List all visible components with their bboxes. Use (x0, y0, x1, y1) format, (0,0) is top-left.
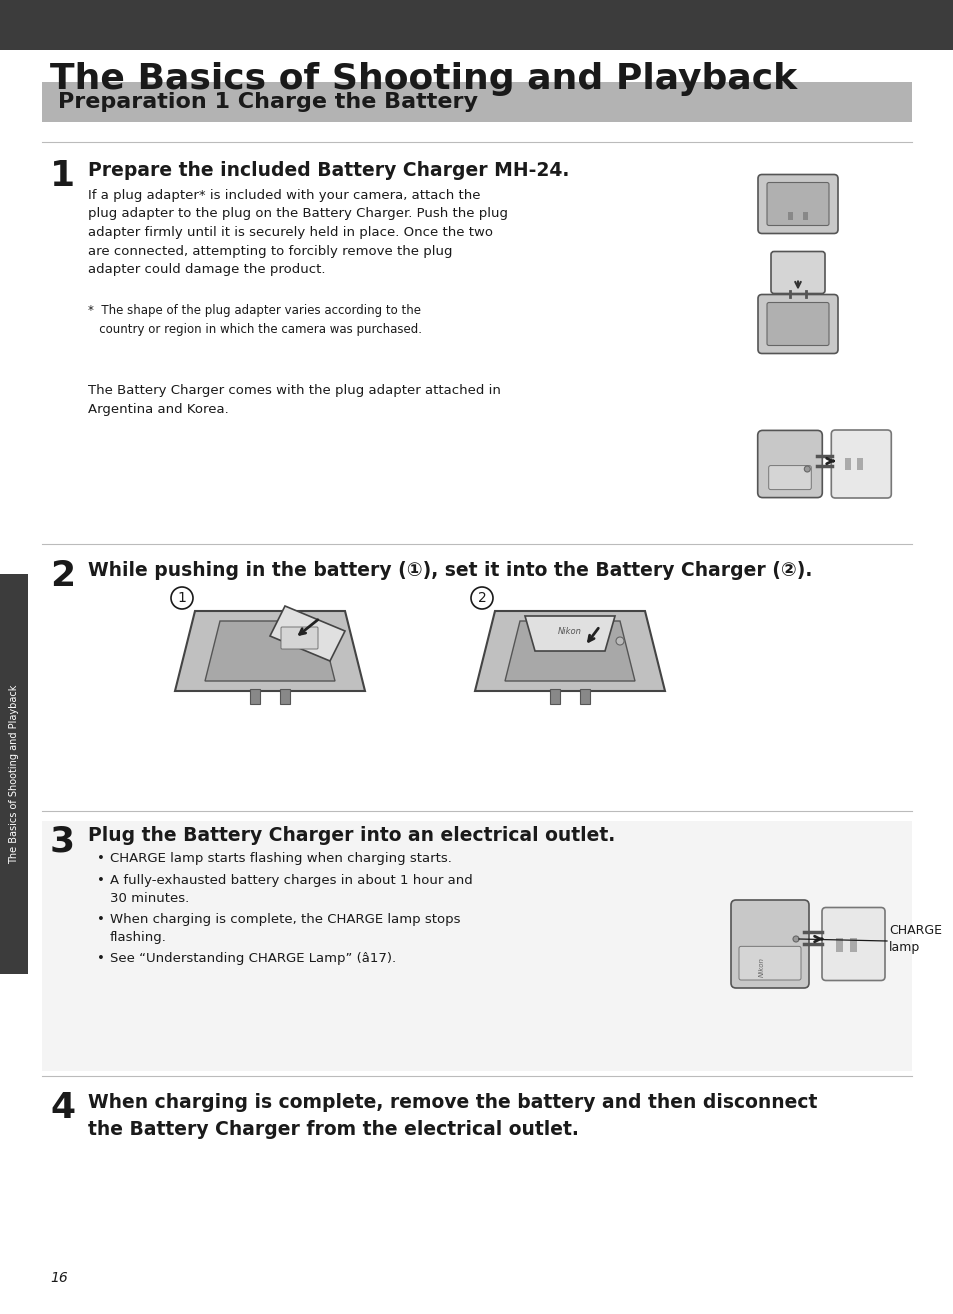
FancyBboxPatch shape (758, 175, 837, 234)
Polygon shape (270, 606, 345, 661)
Text: CHARGE lamp starts flashing when charging starts.: CHARGE lamp starts flashing when chargin… (110, 851, 452, 865)
Polygon shape (174, 611, 365, 691)
Text: •: • (97, 953, 105, 964)
FancyBboxPatch shape (766, 183, 828, 226)
Bar (802, 212, 807, 219)
Bar (844, 459, 850, 470)
FancyBboxPatch shape (770, 251, 824, 293)
Text: Nikon: Nikon (759, 957, 764, 978)
Text: If a plug adapter* is included with your camera, attach the
plug adapter to the : If a plug adapter* is included with your… (88, 189, 507, 276)
Bar (250, 689, 260, 704)
Text: •: • (97, 851, 105, 865)
Text: *  The shape of the plug adapter varies according to the
   country or region in: * The shape of the plug adapter varies a… (88, 304, 421, 335)
Bar (835, 938, 842, 953)
Bar (42, 81, 911, 122)
Text: While pushing in the battery (①), set it into the Battery Charger (②).: While pushing in the battery (①), set it… (88, 561, 812, 579)
Text: The Basics of Shooting and Playback: The Basics of Shooting and Playback (50, 62, 797, 96)
Text: •: • (97, 913, 105, 926)
Text: CHARGE
lamp: CHARGE lamp (888, 925, 941, 954)
Circle shape (171, 587, 193, 608)
Circle shape (471, 587, 493, 608)
Text: Nikon: Nikon (558, 628, 581, 636)
Text: 3: 3 (50, 824, 75, 858)
Text: The Battery Charger comes with the plug adapter attached in
Argentina and Korea.: The Battery Charger comes with the plug … (88, 384, 500, 415)
Bar (280, 689, 290, 704)
FancyBboxPatch shape (281, 627, 317, 649)
Polygon shape (475, 611, 664, 691)
Text: Plug the Battery Charger into an electrical outlet.: Plug the Battery Charger into an electri… (88, 827, 615, 845)
Text: Prepare the included Battery Charger MH-24.: Prepare the included Battery Charger MH-… (88, 162, 569, 180)
Circle shape (803, 466, 809, 472)
Text: 4: 4 (50, 1091, 75, 1125)
Bar (849, 938, 856, 953)
Text: 2: 2 (477, 591, 486, 604)
FancyBboxPatch shape (821, 908, 884, 980)
Bar (579, 689, 589, 704)
Bar (0, 0, 953, 50)
Circle shape (792, 936, 799, 942)
FancyBboxPatch shape (766, 302, 828, 346)
Text: When charging is complete, remove the battery and then disconnect
the Battery Ch: When charging is complete, remove the ba… (88, 1093, 817, 1139)
Text: •: • (97, 874, 105, 887)
Text: 2: 2 (50, 558, 75, 593)
Text: When charging is complete, the CHARGE lamp stops
flashing.: When charging is complete, the CHARGE la… (110, 913, 460, 943)
Text: 1: 1 (177, 591, 186, 604)
Text: Preparation 1 Charge the Battery: Preparation 1 Charge the Battery (58, 92, 477, 112)
Bar (0, 574, 28, 974)
FancyBboxPatch shape (757, 431, 821, 498)
FancyBboxPatch shape (768, 465, 810, 490)
Polygon shape (524, 616, 615, 650)
Text: 16: 16 (50, 1271, 68, 1285)
Text: A fully-exhausted battery charges in about 1 hour and
30 minutes.: A fully-exhausted battery charges in abo… (110, 874, 473, 905)
Text: See “Understanding CHARGE Lamp” (â17).: See “Understanding CHARGE Lamp” (â17). (110, 953, 395, 964)
FancyBboxPatch shape (758, 294, 837, 353)
Bar (857, 459, 862, 470)
Bar (787, 212, 792, 219)
FancyBboxPatch shape (739, 946, 801, 980)
Text: The Basics of Shooting and Playback: The Basics of Shooting and Playback (9, 685, 19, 863)
FancyBboxPatch shape (830, 430, 890, 498)
Polygon shape (205, 622, 335, 681)
Bar (42, 821, 911, 1071)
Bar (550, 689, 559, 704)
FancyBboxPatch shape (730, 900, 808, 988)
Text: 1: 1 (50, 159, 75, 193)
Polygon shape (504, 622, 635, 681)
Circle shape (616, 637, 623, 645)
